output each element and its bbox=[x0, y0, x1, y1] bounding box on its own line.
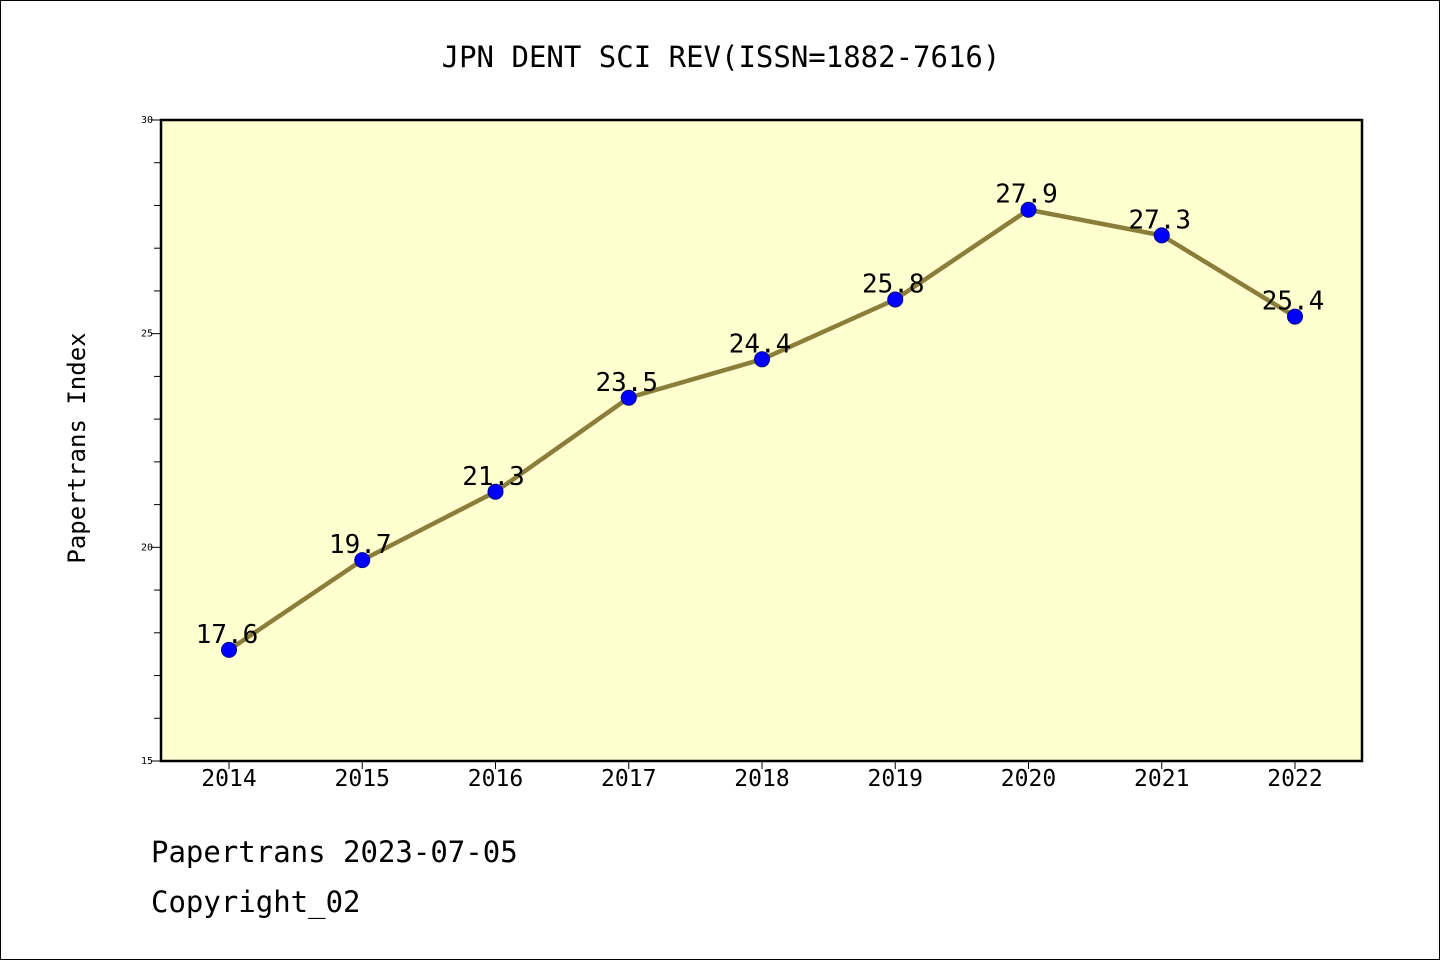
data-point bbox=[620, 389, 637, 406]
data-point bbox=[1020, 201, 1037, 218]
plot-area bbox=[159, 118, 1364, 763]
x-tick-label: 2014 bbox=[201, 766, 256, 792]
y-tick-label: 15 bbox=[141, 756, 153, 767]
data-point bbox=[1153, 227, 1170, 244]
x-tick-label: 2019 bbox=[868, 766, 923, 792]
chart-title: JPN DENT SCI REV(ISSN=1882-7616) bbox=[442, 40, 1001, 74]
y-tick-label: 30 bbox=[141, 115, 153, 126]
y-axis-label: Papertrans Index bbox=[63, 332, 91, 563]
data-label: 27.9 bbox=[995, 180, 1058, 210]
x-tick-label: 2022 bbox=[1267, 766, 1322, 792]
x-axis: 2014 2015 2016 2017 2018 2019 2020 2021 2022 bbox=[201, 761, 1323, 792]
data-label: 24.4 bbox=[729, 329, 792, 359]
data-label: 21.3 bbox=[462, 462, 525, 492]
series-0: 17.6 19.7 21.3 23.5 24.4 25.8 27.9 27.3 25.4 bbox=[196, 180, 1325, 658]
y-tick-label: 20 bbox=[141, 542, 153, 553]
y-axis: 15 20 25 30 bbox=[141, 115, 161, 767]
data-point bbox=[354, 552, 371, 569]
x-tick-label: 2017 bbox=[601, 766, 656, 792]
footer-copyright: Copyright_02 bbox=[151, 885, 361, 919]
x-tick-label: 2021 bbox=[1134, 766, 1189, 792]
data-point bbox=[221, 641, 237, 658]
data-point bbox=[487, 483, 504, 500]
data-label: 25.8 bbox=[862, 269, 925, 299]
x-tick-label: 2016 bbox=[468, 766, 523, 792]
data-label: 17.6 bbox=[196, 620, 259, 650]
x-tick-label: 2015 bbox=[335, 766, 390, 792]
footer-date: Papertrans 2023-07-05 bbox=[151, 835, 518, 869]
data-point bbox=[754, 351, 770, 368]
x-tick-label: 2020 bbox=[1001, 766, 1056, 792]
data-label: 19.7 bbox=[329, 530, 392, 560]
y-tick-label: 25 bbox=[141, 329, 153, 340]
y-minor-ticks bbox=[154, 162, 161, 719]
data-point bbox=[1287, 308, 1303, 325]
data-label: 25.4 bbox=[1262, 287, 1325, 317]
data-label: 27.3 bbox=[1128, 205, 1191, 235]
x-tick-label: 2018 bbox=[734, 766, 789, 792]
data-point bbox=[887, 291, 904, 308]
data-label: 23.5 bbox=[595, 368, 658, 398]
